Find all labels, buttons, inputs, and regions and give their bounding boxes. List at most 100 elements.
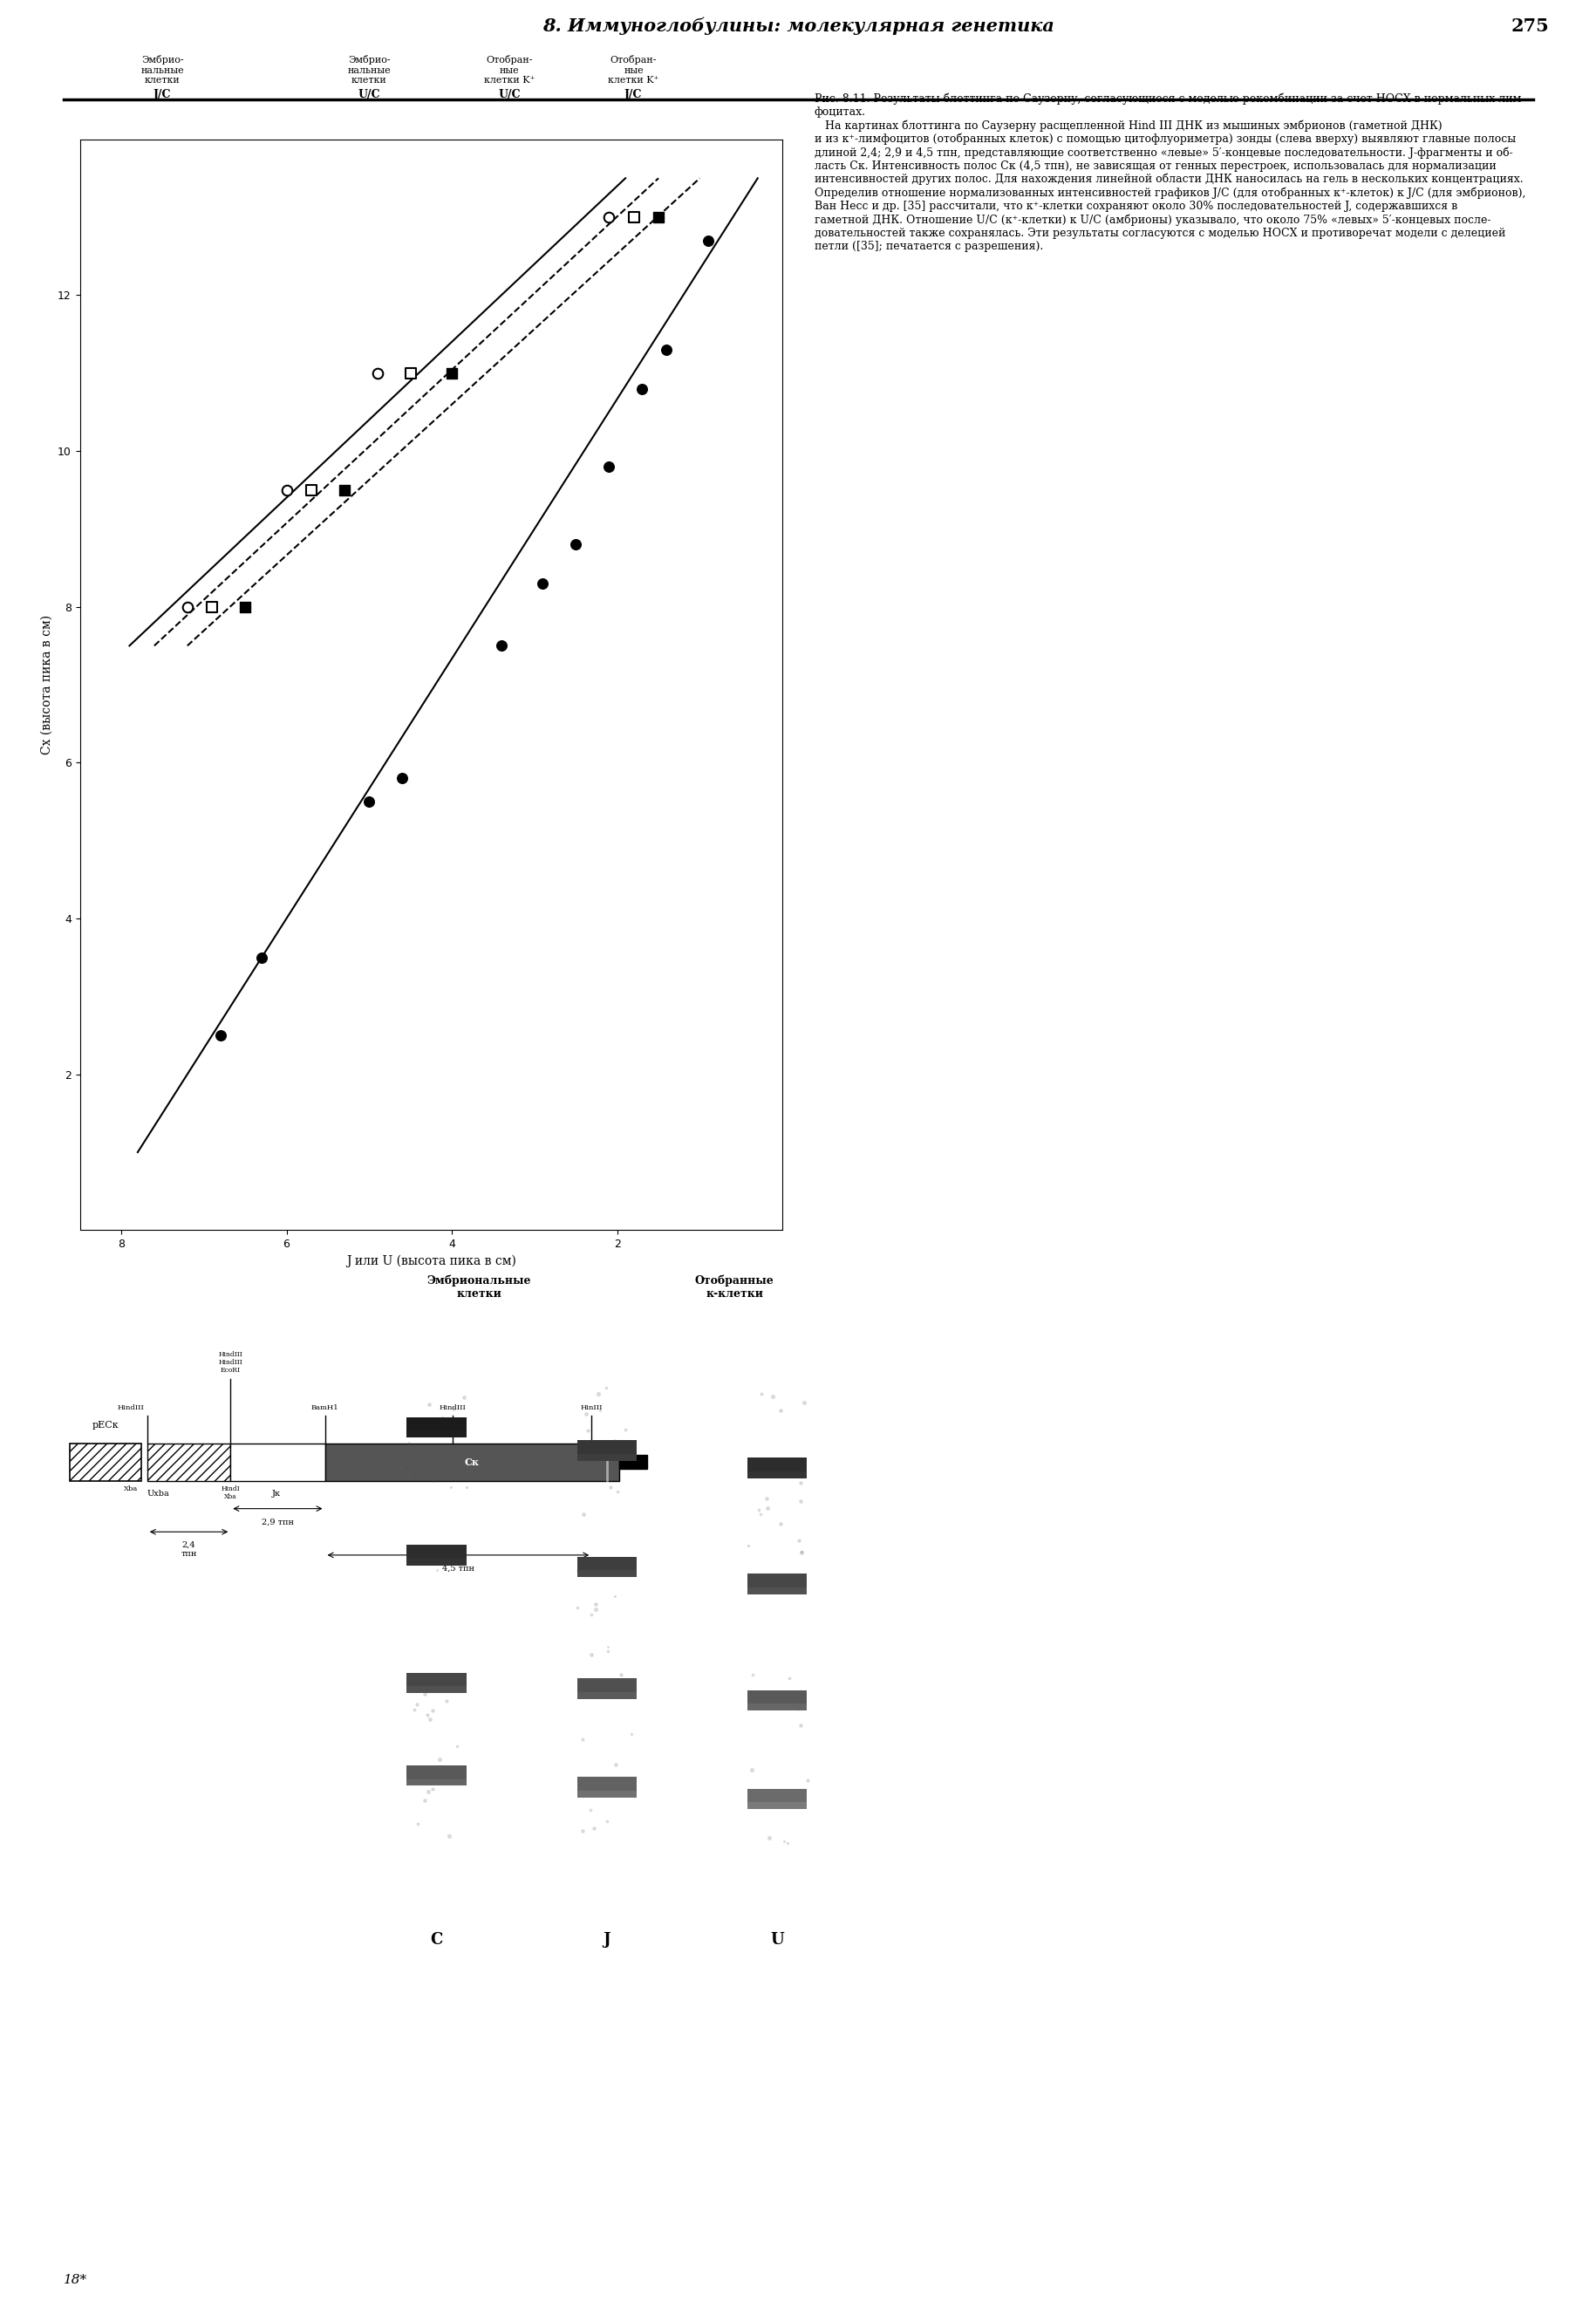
Point bbox=[415, 1773, 440, 1810]
Point bbox=[402, 1455, 428, 1492]
Point bbox=[439, 355, 464, 392]
Point bbox=[440, 1390, 466, 1427]
Point bbox=[785, 1680, 811, 1718]
Point bbox=[749, 1783, 774, 1820]
Point bbox=[768, 1506, 793, 1543]
Point bbox=[788, 1534, 814, 1571]
Text: Отобран-
ные
клетки K⁺: Отобран- ные клетки K⁺ bbox=[484, 56, 535, 86]
Point bbox=[788, 1465, 814, 1502]
Bar bbox=[576, 1778, 637, 1796]
Bar bbox=[407, 1557, 466, 1564]
Point bbox=[594, 1803, 619, 1841]
Point bbox=[404, 1685, 429, 1722]
Point bbox=[420, 1771, 445, 1808]
Point bbox=[433, 1416, 458, 1453]
Text: 2,4
тпн: 2,4 тпн bbox=[180, 1541, 196, 1557]
Point bbox=[787, 1483, 812, 1520]
Point bbox=[570, 1720, 595, 1757]
Bar bbox=[576, 1557, 637, 1576]
Point bbox=[602, 1423, 627, 1460]
Bar bbox=[576, 1569, 637, 1576]
Point bbox=[207, 1017, 233, 1054]
Point bbox=[412, 1676, 437, 1713]
Point bbox=[570, 1813, 595, 1850]
Bar bbox=[324, 1444, 619, 1481]
Point bbox=[356, 782, 381, 819]
Text: Отобран-
ные
клетки K⁺: Отобран- ные клетки K⁺ bbox=[608, 56, 659, 86]
Point bbox=[174, 587, 200, 624]
Point bbox=[597, 1469, 622, 1506]
Point bbox=[570, 1495, 595, 1532]
Point bbox=[581, 1810, 606, 1848]
Point bbox=[753, 1481, 779, 1518]
Point bbox=[768, 1393, 793, 1430]
Bar bbox=[407, 1430, 466, 1437]
Bar bbox=[407, 1685, 466, 1692]
Point bbox=[429, 1748, 455, 1785]
Point bbox=[587, 1393, 613, 1430]
Text: pECκ: pECκ bbox=[93, 1420, 118, 1430]
Text: BamH1: BamH1 bbox=[311, 1404, 338, 1411]
Point bbox=[396, 1425, 421, 1462]
Text: U: U bbox=[769, 1931, 784, 1947]
Point bbox=[595, 448, 621, 485]
Point bbox=[412, 1780, 437, 1817]
Text: Эмбрио-
нальные
клетки: Эмбрио- нальные клетки bbox=[348, 56, 391, 86]
Y-axis label: Cх (высота пика в см): Cх (высота пика в см) bbox=[40, 615, 53, 754]
Point bbox=[332, 471, 358, 508]
Point bbox=[785, 1520, 811, 1557]
Point bbox=[583, 1585, 608, 1622]
Bar bbox=[747, 1789, 806, 1808]
Point bbox=[594, 1634, 619, 1671]
Point bbox=[530, 564, 555, 601]
Point bbox=[563, 1590, 589, 1627]
Point bbox=[436, 1817, 461, 1854]
Point bbox=[488, 627, 514, 664]
Text: HindIII: HindIII bbox=[117, 1404, 144, 1411]
Point bbox=[425, 1553, 450, 1590]
Point bbox=[745, 1492, 771, 1530]
Bar bbox=[407, 1673, 466, 1692]
Point bbox=[739, 1655, 764, 1692]
Point bbox=[747, 1497, 772, 1534]
Point bbox=[578, 1636, 603, 1673]
Bar bbox=[407, 1778, 466, 1785]
Bar bbox=[576, 1789, 637, 1796]
Point bbox=[768, 1783, 793, 1820]
Point bbox=[621, 200, 646, 237]
Point bbox=[417, 1701, 442, 1738]
Bar bbox=[69, 1444, 142, 1481]
Point bbox=[749, 1374, 774, 1411]
Point bbox=[608, 1655, 634, 1692]
Text: U/C: U/C bbox=[498, 88, 520, 100]
Point bbox=[629, 369, 654, 406]
Point bbox=[397, 355, 423, 392]
Bar bbox=[747, 1690, 806, 1711]
Point bbox=[595, 200, 621, 237]
Bar bbox=[576, 1692, 637, 1699]
Point bbox=[755, 1490, 780, 1527]
Point bbox=[431, 1673, 456, 1711]
Bar bbox=[407, 1766, 466, 1785]
Point bbox=[605, 1474, 630, 1511]
Text: 275: 275 bbox=[1510, 16, 1548, 35]
Point bbox=[613, 1411, 638, 1448]
Bar bbox=[747, 1472, 806, 1478]
Point bbox=[417, 1386, 442, 1423]
Text: Эмбриональные
клетки: Эмбриональные клетки bbox=[426, 1274, 531, 1300]
Point bbox=[583, 1590, 608, 1627]
Point bbox=[389, 759, 415, 796]
Text: Рис. 8.11. Результаты блоттинга по Саузерну, согласующиеся с моделью рекомбинаци: Рис. 8.11. Результаты блоттинга по Саузе… bbox=[814, 93, 1524, 251]
Bar bbox=[619, 1455, 646, 1469]
Point bbox=[429, 1755, 455, 1792]
Point bbox=[298, 471, 324, 508]
Point bbox=[603, 1745, 629, 1783]
Point bbox=[793, 1762, 819, 1799]
Point bbox=[788, 1532, 814, 1569]
Bar bbox=[576, 1441, 637, 1460]
Point bbox=[444, 1729, 469, 1766]
Point bbox=[776, 1660, 801, 1697]
Text: U/C: U/C bbox=[358, 88, 380, 100]
Bar bbox=[747, 1704, 806, 1711]
Text: HindIII
HindIII
EcoRI: HindIII HindIII EcoRI bbox=[219, 1351, 243, 1374]
